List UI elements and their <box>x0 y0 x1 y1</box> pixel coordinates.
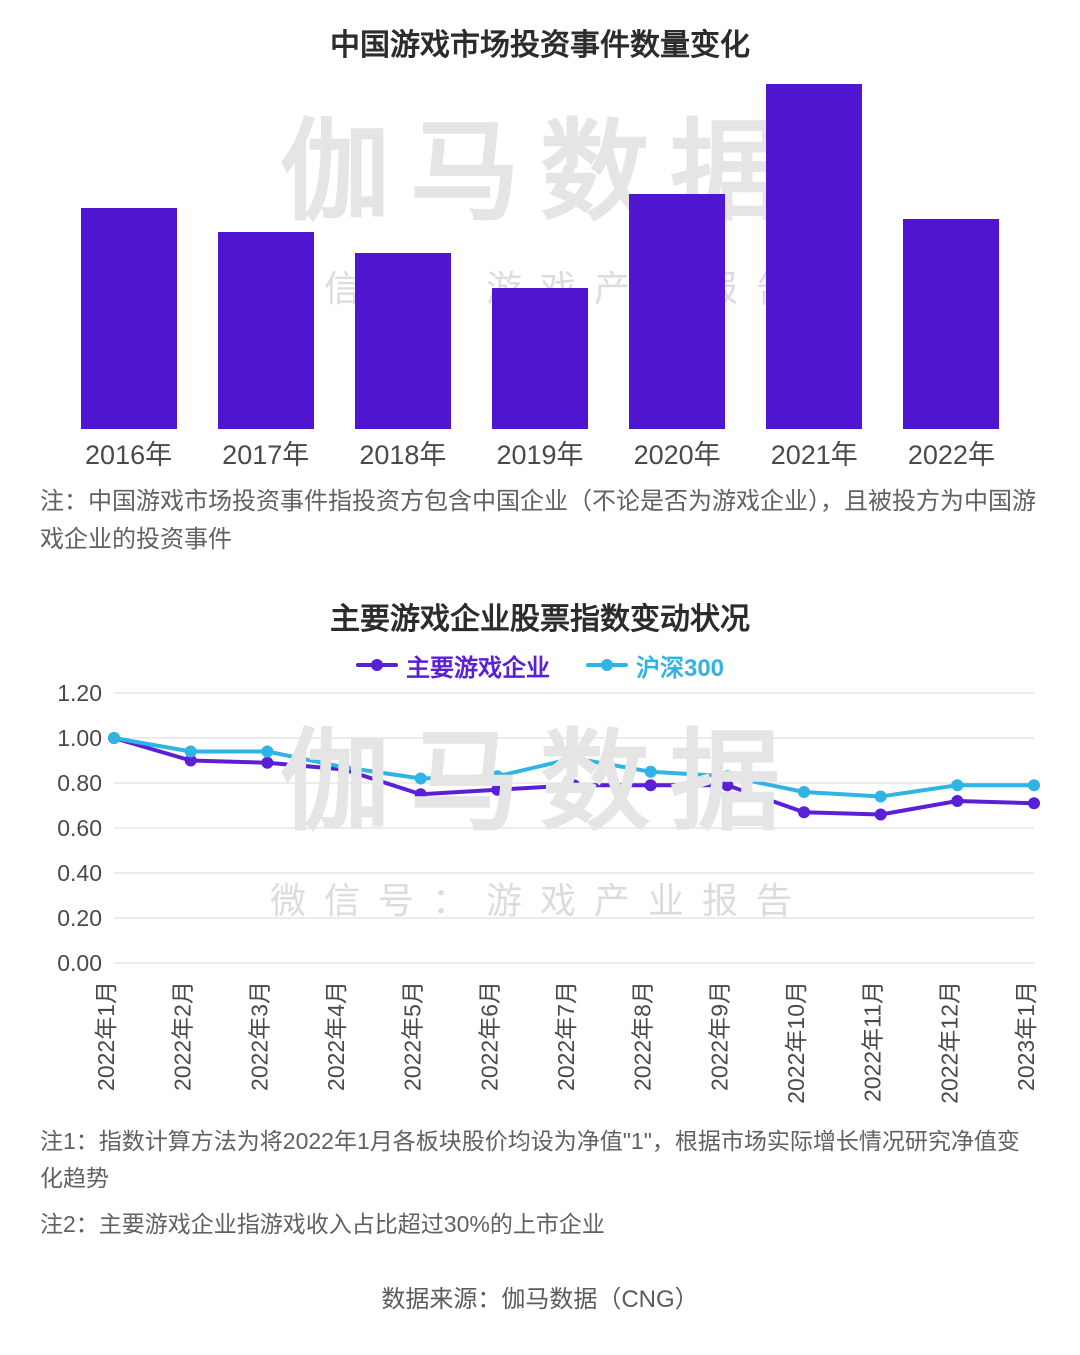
series-marker <box>415 772 427 784</box>
line-chart-section: 主要游戏企业股票指数变动状况 主要游戏企业沪深300 伽马数据 微信号：游戏产业… <box>40 594 1040 1314</box>
bar-cell <box>197 84 334 429</box>
bar-x-label: 2017年 <box>197 433 334 473</box>
legend-item: 主要游戏企业 <box>356 648 550 683</box>
legend-label: 主要游戏企业 <box>406 648 550 683</box>
line-chart-note1: 注1：指数计算方法为将2022年1月各板块股价均设为净值"1"，根据市场实际增长… <box>40 1123 1040 1197</box>
bar-chart-title: 中国游戏市场投资事件数量变化 <box>40 20 1040 64</box>
series-marker <box>1028 797 1040 809</box>
bar-x-label: 2019年 <box>471 433 608 473</box>
series-marker <box>645 766 657 778</box>
x-tick-label: 2022年10月 <box>783 981 809 1104</box>
x-tick-label: 2022年9月 <box>706 981 732 1091</box>
bar <box>355 253 451 429</box>
series-marker <box>491 784 503 796</box>
series-marker <box>951 779 963 791</box>
bar-x-label: 2021年 <box>746 433 883 473</box>
bar-cell <box>609 84 746 429</box>
series-marker <box>261 745 273 757</box>
bar-cell <box>471 84 608 429</box>
series-marker <box>875 790 887 802</box>
y-tick-label: 0.80 <box>57 770 102 796</box>
x-tick-label: 2023年1月 <box>1013 981 1039 1091</box>
y-tick-label: 1.00 <box>57 725 102 751</box>
x-tick-label: 2022年6月 <box>476 981 502 1091</box>
series-marker <box>721 770 733 782</box>
y-tick-label: 0.00 <box>57 950 102 976</box>
bar-cell <box>883 84 1020 429</box>
bar <box>903 219 999 429</box>
data-source: 数据来源：伽马数据（CNG） <box>40 1279 1040 1314</box>
series-marker <box>798 786 810 798</box>
bar <box>766 84 862 429</box>
y-tick-label: 0.60 <box>57 815 102 841</box>
series-marker <box>108 732 120 744</box>
series-marker <box>261 757 273 769</box>
series-marker <box>798 806 810 818</box>
x-tick-label: 2022年5月 <box>400 981 426 1091</box>
bar-x-label: 2016年 <box>60 433 197 473</box>
bar-chart-note: 注：中国游戏市场投资事件指投资方包含中国企业（不论是否为游戏企业），且被投方为中… <box>40 483 1040 560</box>
x-tick-label: 2022年4月 <box>323 981 349 1091</box>
bar-cell <box>746 84 883 429</box>
x-tick-label: 2022年3月 <box>246 981 272 1091</box>
bar <box>492 288 588 429</box>
x-tick-label: 2022年1月 <box>93 981 119 1091</box>
line-chart-svg: 0.00 0.20 0.40 0.60 0.80 1.00 1.20 2022年1月 2022年… <box>40 683 1074 1113</box>
bar <box>218 232 314 429</box>
bar-x-label: 2020年 <box>609 433 746 473</box>
y-tick-label: 0.40 <box>57 860 102 886</box>
series-marker <box>645 779 657 791</box>
series-marker <box>338 761 350 773</box>
bar-x-label: 2018年 <box>334 433 471 473</box>
series-marker <box>491 770 503 782</box>
bar <box>629 194 725 429</box>
series-marker <box>951 795 963 807</box>
series-marker <box>415 788 427 800</box>
bar-x-label: 2022年 <box>883 433 1020 473</box>
y-tick-label: 1.20 <box>57 683 102 706</box>
bar-chart-section: 中国游戏市场投资事件数量变化 伽马数据 微信号：游戏产业报告 2016年2017… <box>40 20 1040 560</box>
series-marker <box>568 752 580 764</box>
x-tick-label: 2022年12月 <box>936 981 962 1104</box>
line-chart-note2: 注2：主要游戏企业指游戏收入占比超过30%的上市企业 <box>40 1206 1040 1243</box>
x-tick-label: 2022年8月 <box>630 981 656 1091</box>
series-marker <box>568 779 580 791</box>
legend-label: 沪深300 <box>636 648 724 683</box>
bar-cell <box>334 84 471 429</box>
line-chart-plot: 0.00 0.20 0.40 0.60 0.80 1.00 1.20 2022年1月 2022年… <box>40 683 1040 1113</box>
x-tick-label: 2022年7月 <box>553 981 579 1091</box>
series-marker <box>875 808 887 820</box>
x-tick-label: 2022年11月 <box>860 981 886 1102</box>
legend-item: 沪深300 <box>586 648 724 683</box>
x-tick-label: 2022年2月 <box>170 981 196 1091</box>
series-marker <box>185 745 197 757</box>
series-line <box>114 738 1034 815</box>
line-chart-title: 主要游戏企业股票指数变动状况 <box>40 594 1040 638</box>
bar-cell <box>60 84 197 429</box>
bar-chart-plot: 2016年2017年2018年2019年2020年2021年2022年 <box>40 84 1040 469</box>
bar <box>81 208 177 429</box>
y-tick-label: 0.20 <box>57 905 102 931</box>
line-chart-legend: 主要游戏企业 沪深300 <box>40 648 1040 683</box>
series-marker <box>1028 779 1040 791</box>
